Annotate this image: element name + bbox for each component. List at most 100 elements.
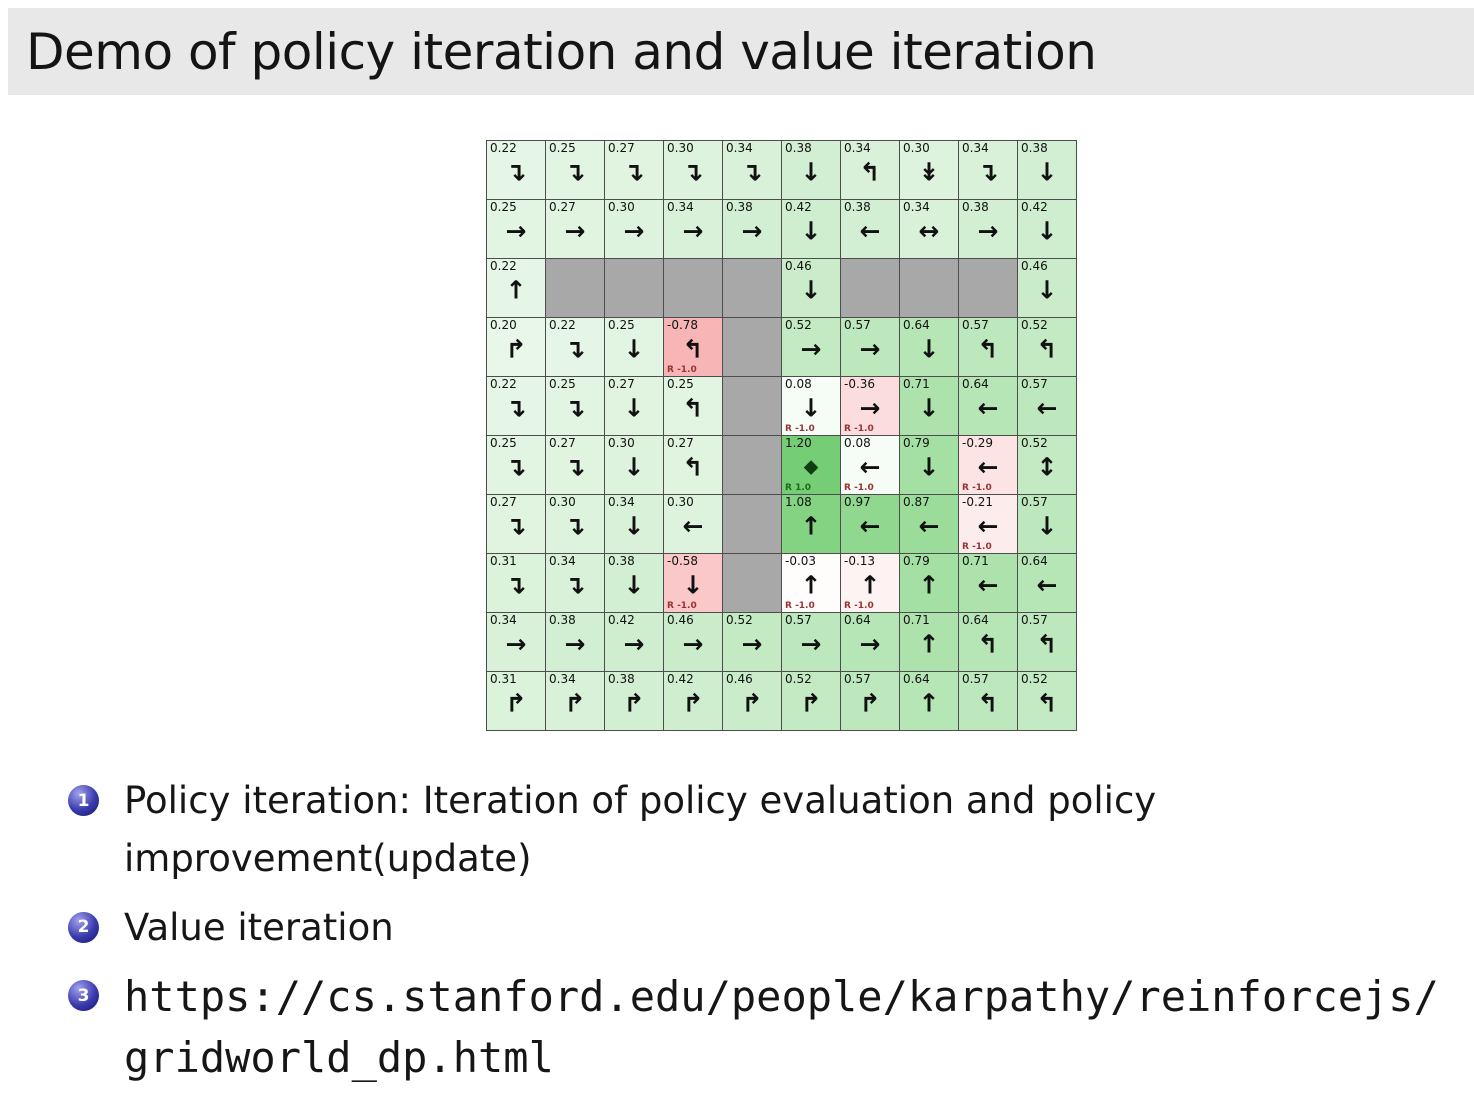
cell-value: 0.20 [490,318,517,332]
grid-cell: 0.46 ↱ [723,672,782,731]
grid-cell: 0.25 ↴ [546,377,605,436]
policy-arrow-icon: ↓ [800,275,822,305]
cell-value: 0.57 [962,672,989,686]
grid-cell: 0.22 ↴ [487,377,546,436]
grid-cell: 0.22 ↑ [487,259,546,318]
cell-value: 0.38 [608,672,635,686]
grid-wall-cell [959,259,1018,318]
grid-wall-cell [723,259,782,318]
grid-cell: 0.27 → [546,200,605,259]
grid-cell: 0.08 ← R -1.0 [841,436,900,495]
policy-arrow-icon: ↕ [1036,452,1058,482]
policy-arrow-icon: ↓ [918,452,940,482]
policy-arrow-icon: ↔ [918,216,940,246]
grid-cell: 0.46 ↓ [1018,259,1077,318]
grid-cell: 0.64 ↑ [900,672,959,731]
grid-cell: 0.30 ↓ [605,436,664,495]
cell-value: -0.36 [844,377,876,391]
policy-arrow-icon: ← [1036,570,1058,600]
cell-value: 0.25 [490,200,517,214]
gridworld: 0.22 ↴ 0.25 ↴ 0.27 ↴ 0.30 ↴ 0.34 ↴ 0.38 ↓ 0.34 ↰ 0.30 ↡… [486,140,1077,731]
grid-cell: 0.64 ↰ [959,613,1018,672]
grid-cell: 0.38 → [546,613,605,672]
cell-value: 0.30 [667,141,694,155]
cell-value: 0.57 [1021,613,1048,627]
grid-cell: 0.79 ↓ [900,436,959,495]
policy-arrow-icon: ↱ [741,688,763,718]
grid-cell: 0.25 → [487,200,546,259]
grid-cell: 0.25 ↓ [605,318,664,377]
list-item-value-iteration: 2 Value iteration [60,899,1460,957]
grid-cell: 0.38 ↱ [605,672,664,731]
policy-arrow-icon: ↰ [1036,629,1058,659]
grid-cell: 0.27 ↴ [605,141,664,200]
policy-arrow-icon: ↴ [564,393,586,423]
grid-cell: 0.38 ↓ [782,141,841,200]
grid-cell: 0.52 ↰ [1018,318,1077,377]
grid-cell: 0.42 ↱ [664,672,723,731]
grid-cell: 0.34 ↴ [546,554,605,613]
policy-arrow-icon: ← [682,511,704,541]
policy-arrow-icon: ↴ [505,570,527,600]
grid-cell: 0.57 ↰ [959,672,1018,731]
cell-value: 0.52 [1021,436,1048,450]
cell-value: 0.31 [490,672,517,686]
policy-arrow-icon: ↑ [918,570,940,600]
cell-value: 0.38 [962,200,989,214]
cell-reward-label: R -1.0 [667,601,697,611]
cell-value: 0.46 [785,259,812,273]
policy-arrow-icon: ↓ [623,511,645,541]
policy-arrow-icon: ↓ [682,570,704,600]
cell-value: 0.42 [667,672,694,686]
policy-arrow-icon: ↰ [682,452,704,482]
grid-cell: 0.46 → [664,613,723,672]
url-line-1[interactable]: https://cs.stanford.edu/people/karpathy/… [124,972,1439,1022]
cell-reward-label: R -1.0 [844,601,874,611]
policy-arrow-icon: ↑ [800,511,822,541]
policy-arrow-icon: ↑ [800,570,822,600]
cell-value: -0.03 [785,554,817,568]
grid-cell: 0.64 ← [959,377,1018,436]
policy-arrow-icon: ↰ [1036,688,1058,718]
cell-value: 0.34 [667,200,694,214]
cell-value: 0.46 [726,672,753,686]
cell-value: 0.52 [785,672,812,686]
grid-cell: 0.30 ↴ [546,495,605,554]
cell-value: 0.30 [608,436,635,450]
cell-value: 0.38 [549,613,576,627]
grid-cell: 0.71 ↓ [900,377,959,436]
grid-cell: 0.34 ↴ [959,141,1018,200]
grid-cell: 0.25 ↰ [664,377,723,436]
cell-value: 0.52 [726,613,753,627]
item-number-badge: 3 [68,980,99,1012]
grid-wall-cell [723,318,782,377]
policy-arrow-icon: ↡ [918,157,940,187]
policy-arrow-icon: ↓ [623,452,645,482]
cell-value: 0.64 [962,613,989,627]
policy-arrow-icon: ↴ [505,452,527,482]
policy-arrow-icon: ↓ [623,334,645,364]
grid-cell: 0.57 ↰ [959,318,1018,377]
cell-value: 0.57 [1021,495,1048,509]
grid-cell: 0.25 ↴ [487,436,546,495]
policy-arrow-icon: ↴ [505,393,527,423]
cell-reward-label: R -1.0 [667,365,697,375]
grid-cell: 0.34 ↱ [546,672,605,731]
grid-cell: 1.20 ◆ R 1.0 [782,436,841,495]
url-link[interactable]: https://cs.stanford.edu/people/karpathy/… [124,967,1439,1089]
cell-value: 0.64 [962,377,989,391]
list-item-url: 3 https://cs.stanford.edu/people/karpath… [60,967,1460,1089]
policy-arrow-icon: ↴ [505,511,527,541]
grid-cell: 0.25 ↴ [546,141,605,200]
grid-wall-cell [900,259,959,318]
policy-arrow-icon: → [741,216,763,246]
grid-cell: 0.34 → [487,613,546,672]
grid-cell: 0.42 ↓ [1018,200,1077,259]
grid-cell: 0.46 ↓ [782,259,841,318]
url-line-2[interactable]: gridworld_dp.html [124,1033,554,1083]
grid-cell: 0.57 ↱ [841,672,900,731]
policy-arrow-icon: → [859,334,881,364]
grid-cell: -0.29 ← R -1.0 [959,436,1018,495]
cell-value: 0.38 [726,200,753,214]
cell-value: 0.57 [962,318,989,332]
